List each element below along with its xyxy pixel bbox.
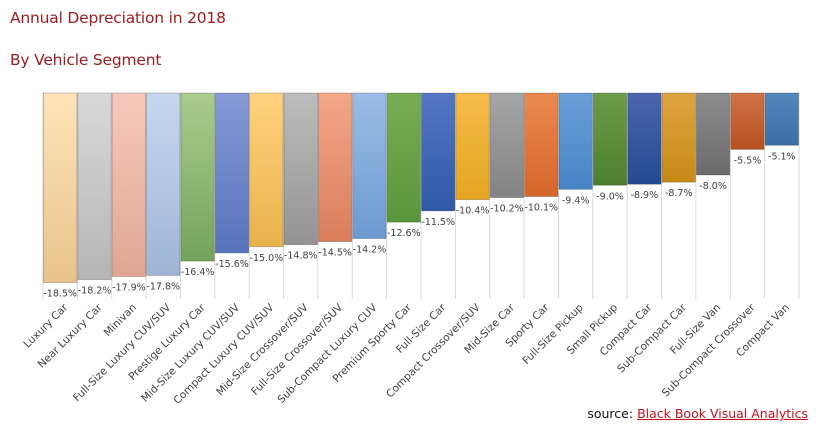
data-labels: -18.5% -18.2% -17.9% -17.8%-16.4%-15.6%-15.… bbox=[43, 151, 795, 299]
source-credit: source: Black Book Visual Analytics bbox=[587, 406, 808, 421]
data-label: -18.2% bbox=[78, 286, 112, 297]
data-label: -12.6% bbox=[387, 228, 421, 239]
bars bbox=[43, 92, 799, 284]
bar bbox=[77, 92, 112, 280]
bar bbox=[455, 92, 490, 200]
bar bbox=[180, 92, 215, 262]
data-label: -9.0% bbox=[596, 191, 624, 202]
bar bbox=[627, 92, 662, 185]
source-link[interactable]: Black Book Visual Analytics bbox=[637, 406, 808, 421]
bar bbox=[283, 92, 318, 246]
data-label: -17.9% bbox=[112, 282, 146, 293]
source-label: source: bbox=[587, 406, 634, 421]
chart-subtitle: By Vehicle Segment bbox=[10, 51, 162, 69]
chart-title: Annual Depreciation in 2018 bbox=[10, 9, 226, 27]
data-label: -5.5% bbox=[734, 155, 762, 166]
gridlines bbox=[42, 93, 800, 299]
bar bbox=[696, 92, 731, 176]
data-label: -18.5% bbox=[43, 289, 77, 300]
data-label: -8.9% bbox=[631, 190, 659, 201]
data-label: -14.8% bbox=[284, 251, 318, 262]
bar bbox=[661, 92, 696, 183]
data-label: -5.1% bbox=[768, 151, 796, 162]
data-label: -10.1% bbox=[524, 203, 558, 214]
bar bbox=[352, 92, 387, 239]
bar bbox=[214, 92, 250, 254]
data-label: -15.0% bbox=[250, 253, 284, 264]
data-label: -11.5% bbox=[421, 217, 455, 228]
data-label: -10.4% bbox=[456, 206, 490, 217]
data-label: -8.0% bbox=[699, 181, 727, 192]
data-label: -8.7% bbox=[665, 188, 693, 199]
bar bbox=[43, 92, 78, 284]
bar bbox=[524, 92, 559, 197]
data-label: -14.5% bbox=[318, 248, 352, 259]
x-tick-label: Near Luxury Car bbox=[36, 301, 105, 370]
data-label: -15.6% bbox=[215, 259, 249, 270]
data-label: -14.2% bbox=[353, 245, 387, 256]
data-label: -9.4% bbox=[562, 195, 590, 206]
bar bbox=[592, 92, 628, 186]
bar bbox=[421, 92, 456, 212]
bar bbox=[318, 92, 353, 243]
data-label: -17.8% bbox=[146, 281, 180, 292]
bar bbox=[764, 92, 799, 146]
data-label: -16.4% bbox=[181, 267, 215, 278]
data-label: -10.2% bbox=[490, 204, 524, 215]
bar bbox=[249, 92, 284, 248]
bar bbox=[489, 92, 524, 198]
bar bbox=[558, 92, 593, 190]
x-tick-label: Full-Size Pickup bbox=[520, 301, 586, 367]
bar bbox=[730, 92, 765, 150]
bar bbox=[386, 92, 421, 223]
bar bbox=[111, 92, 146, 277]
bar bbox=[146, 92, 181, 276]
